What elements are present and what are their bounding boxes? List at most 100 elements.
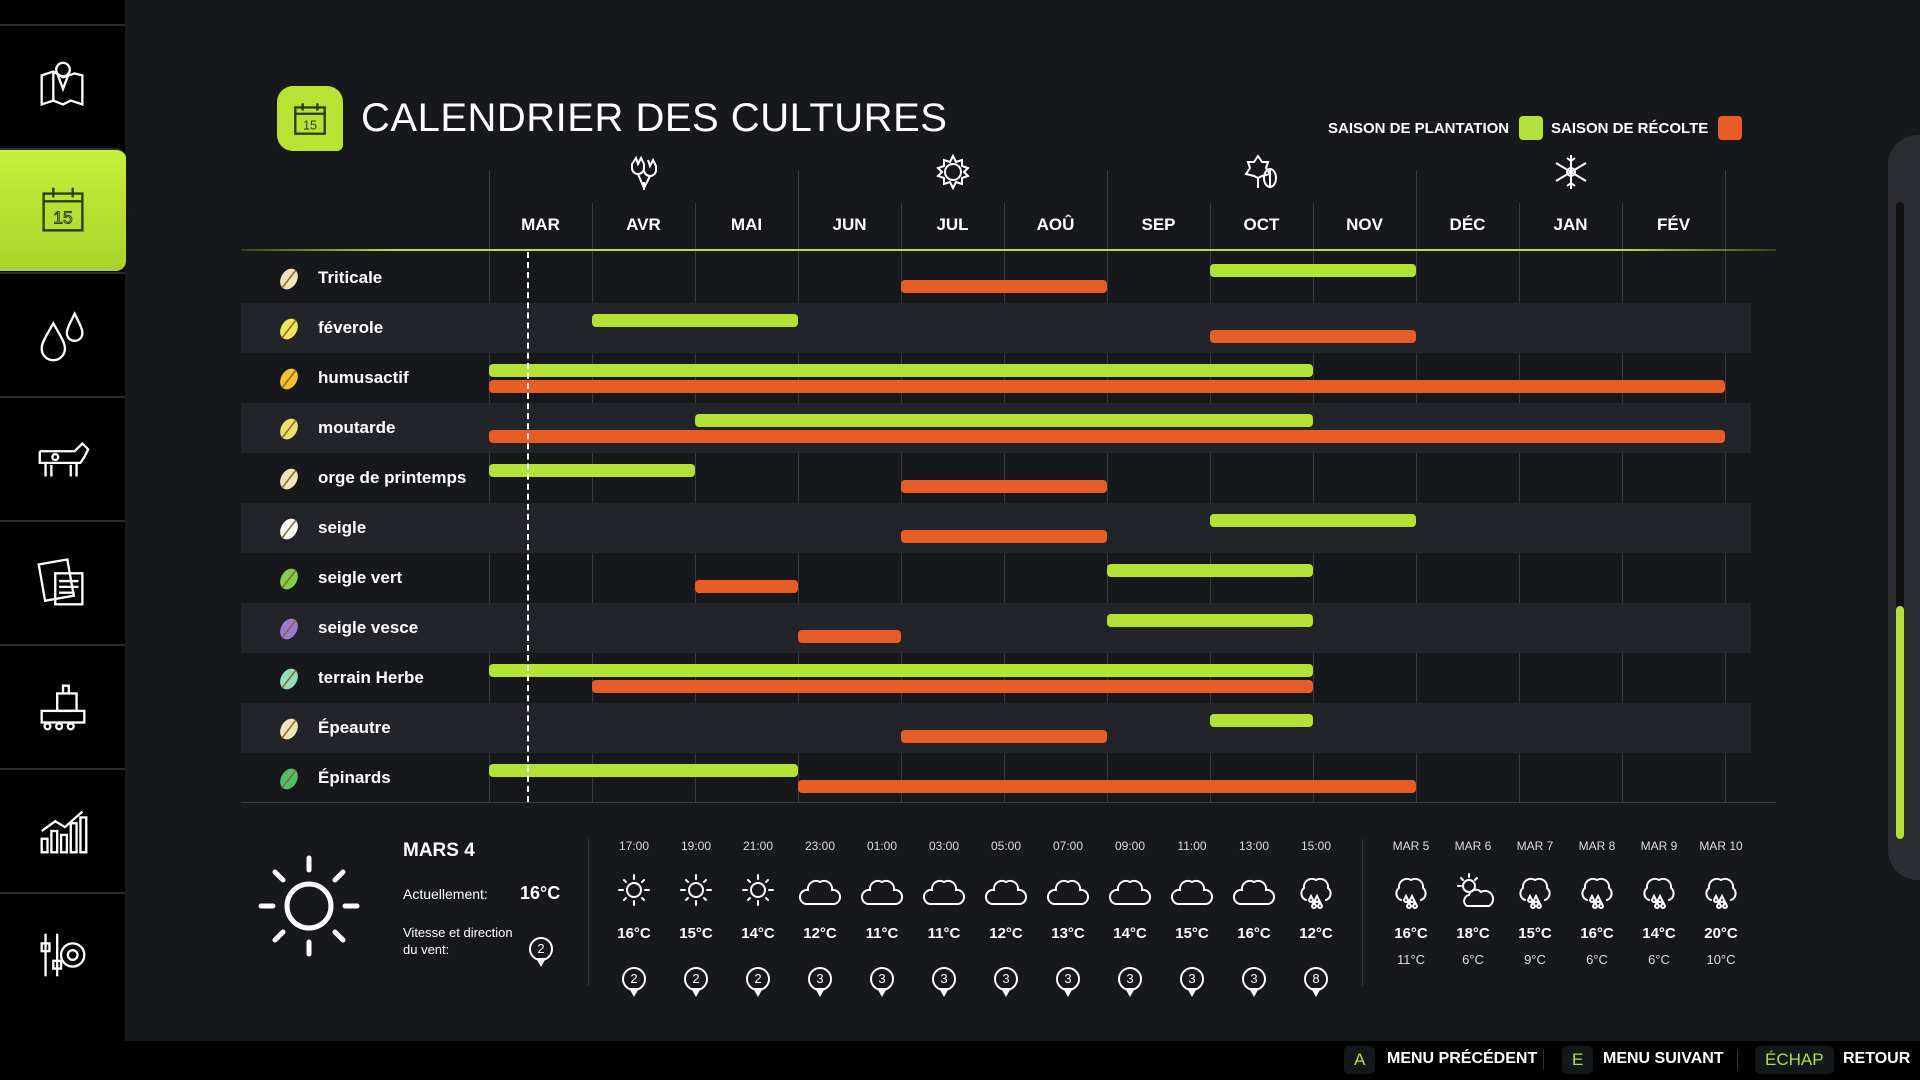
planting-season-bar	[1210, 514, 1416, 527]
daily-date: MAR 7	[1516, 839, 1554, 853]
cloud-icon	[975, 870, 1037, 910]
current-date-marker	[527, 252, 529, 802]
crop-name: orge de printemps	[318, 468, 467, 487]
crop-name: Triticale	[318, 268, 383, 287]
crop-name: Épinards	[318, 768, 391, 787]
rain-icon	[1380, 870, 1442, 910]
hourly-time: 03:00	[928, 839, 960, 853]
sidebar-item-production[interactable]	[0, 644, 125, 767]
hourly-time: 21:00	[742, 839, 774, 853]
legend-harvest: SAISON DE RÉCOLTE	[1551, 116, 1743, 140]
crop-row: Épinards	[241, 753, 1751, 803]
wind-direction-icon: 3	[994, 967, 1018, 997]
menu-next-button[interactable]: MENU SUIVANT	[1603, 1050, 1724, 1067]
month-gridline	[901, 203, 902, 802]
crop-row: seigle vesce	[241, 603, 1751, 653]
daily-high-temperature: 16°C	[1580, 925, 1614, 942]
back-button[interactable]: RETOUR	[1843, 1050, 1911, 1067]
cloud-icon	[851, 870, 913, 910]
bottom-bar	[0, 1041, 1920, 1080]
daily-high-temperature: 16°C	[1394, 925, 1428, 942]
weather-divider	[588, 839, 589, 986]
hourly-time: 11:00	[1177, 839, 1207, 853]
hourly-temperature: 11°C	[927, 925, 961, 942]
harvest-season-bar	[798, 630, 901, 643]
crop-name: seigle vert	[318, 568, 403, 587]
planting-season-bar	[695, 414, 1313, 427]
month-gridline	[1725, 170, 1726, 802]
daily-date: MAR 8	[1578, 839, 1616, 853]
legend-planting-swatch	[1519, 116, 1544, 140]
daily-low-temperature: 9°C	[1524, 952, 1546, 967]
sun-icon	[603, 870, 665, 910]
sidebar-item-calendar[interactable]: 15	[0, 148, 132, 271]
daily-low-temperature: 6°C	[1648, 952, 1670, 967]
wind-direction-icon: 3	[870, 967, 894, 997]
legend-harvest-label: SAISON DE RÉCOLTE	[1551, 119, 1709, 137]
month-gridline	[695, 203, 696, 802]
svg-text:15: 15	[53, 207, 72, 227]
scrollbar-thumb[interactable]	[1896, 606, 1904, 839]
planting-season-bar	[489, 364, 1313, 377]
planting-season-bar	[489, 464, 695, 477]
wind-direction-icon: 2	[529, 937, 553, 967]
green-rye-icon	[276, 566, 302, 592]
crop-name: moutarde	[318, 418, 396, 437]
harvest-season-bar	[1210, 330, 1416, 343]
wind-direction-icon: 3	[808, 967, 832, 997]
planting-season-bar	[1107, 564, 1313, 577]
current-temperature: 16°C	[520, 883, 561, 903]
page-title: CALENDRIER DES CULTURES	[361, 96, 948, 140]
harvest-season-bar	[901, 730, 1107, 743]
planting-season-bar	[1210, 714, 1313, 727]
legend-harvest-swatch	[1718, 116, 1743, 140]
hourly-temperature: 13°C	[1051, 925, 1085, 942]
month-gridline	[1107, 170, 1108, 802]
sun-icon	[257, 854, 361, 958]
cow-icon	[38, 441, 90, 476]
settings-gear-icon	[40, 933, 85, 976]
sidebar-item-animals[interactable]	[0, 396, 125, 519]
month-label: OCT	[1243, 215, 1280, 234]
hourly-time: 05:00	[990, 839, 1022, 853]
summer-sun-icon	[933, 152, 973, 192]
footer-separator	[1737, 1050, 1738, 1070]
sidebar-item-statistics[interactable]	[0, 768, 125, 891]
key-escape[interactable]: ÉCHAP	[1755, 1046, 1834, 1074]
rye-icon	[276, 516, 302, 542]
hourly-time: 17:00	[618, 839, 650, 853]
harvest-season-bar	[489, 430, 1725, 443]
legend-planting: SAISON DE PLANTATION	[1328, 116, 1544, 140]
daily-date: MAR 5	[1392, 839, 1430, 853]
key-a[interactable]: A	[1344, 1046, 1376, 1074]
hourly-temperature: 15°C	[1175, 925, 1209, 942]
legend-planting-label: SAISON DE PLANTATION	[1328, 119, 1510, 137]
sidebar-item-weather[interactable]	[0, 272, 125, 395]
spelt-icon	[276, 716, 302, 742]
sunflower-icon	[276, 366, 302, 392]
wind-direction-icon: 8	[1304, 967, 1328, 997]
calendar-bottom-divider	[241, 802, 1776, 803]
daily-low-temperature: 11°C	[1396, 952, 1426, 967]
calendar-day: 15	[303, 118, 317, 132]
sidebar-item-contracts[interactable]	[0, 520, 125, 643]
wind-direction-icon: 3	[932, 967, 956, 997]
cloud-icon	[913, 870, 975, 910]
daily-low-temperature: 6°C	[1586, 952, 1608, 967]
scrollbar-track[interactable]	[1896, 202, 1904, 839]
autumn-leaves-icon	[1242, 152, 1282, 192]
winter-snowflake-icon	[1551, 152, 1591, 192]
rain-icon	[1690, 870, 1752, 910]
cloud-icon	[1099, 870, 1161, 910]
sidebar-item-settings[interactable]	[0, 892, 125, 1015]
calendar-icon: 15	[42, 187, 84, 232]
wind-direction-icon: 3	[1118, 967, 1142, 997]
harvest-season-bar	[901, 280, 1107, 293]
sidebar-item-map[interactable]	[0, 24, 125, 147]
menu-previous-button[interactable]: MENU PRÉCÉDENT	[1387, 1050, 1538, 1067]
key-e[interactable]: E	[1562, 1046, 1594, 1074]
cloud-icon	[1161, 870, 1223, 910]
sun-icon	[727, 870, 789, 910]
hourly-time: 23:00	[804, 839, 836, 853]
crop-row: Triticale	[241, 253, 1751, 303]
